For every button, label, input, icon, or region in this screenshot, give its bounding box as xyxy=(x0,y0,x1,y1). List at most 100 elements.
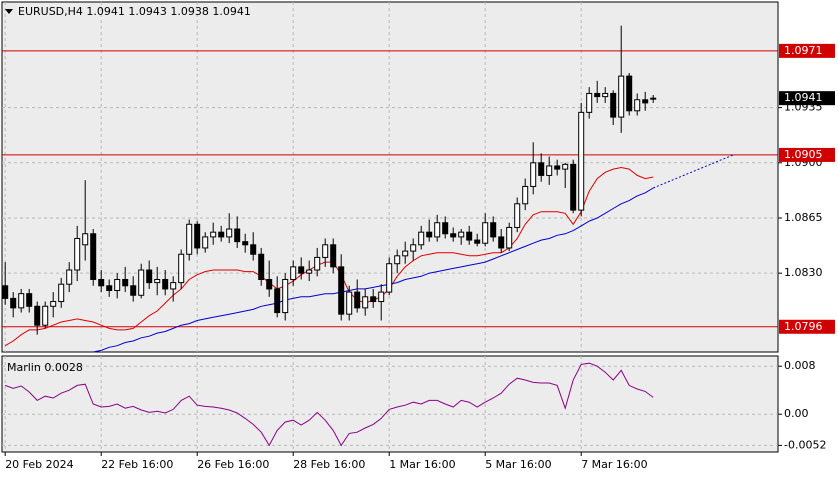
candle-body xyxy=(594,92,601,98)
candle-body xyxy=(386,263,393,293)
candle-body xyxy=(346,291,353,315)
candle-body xyxy=(642,99,649,104)
candle-body xyxy=(362,296,369,309)
candle-body xyxy=(354,291,361,309)
level-label: 1.0905 xyxy=(784,148,823,161)
candle-body xyxy=(210,231,217,238)
moving-average xyxy=(4,166,654,347)
indicator-line xyxy=(5,362,654,447)
candle-body xyxy=(98,278,105,287)
candle-body xyxy=(226,228,233,238)
candle-body xyxy=(162,278,169,290)
x-tick-label: 20 Feb 2024 xyxy=(5,458,73,471)
candle-body xyxy=(394,255,401,265)
candle-body xyxy=(602,92,609,98)
candle-body xyxy=(370,296,377,303)
candle-body xyxy=(410,244,417,252)
candle-body xyxy=(482,222,489,244)
candle-body xyxy=(378,291,385,303)
candle-body xyxy=(650,97,657,100)
candle-body xyxy=(618,75,625,118)
candle-body xyxy=(554,165,561,170)
candle-body xyxy=(122,278,129,287)
candle-body xyxy=(218,231,225,238)
candle-body xyxy=(250,244,257,255)
y-tick-label: -0.0052 xyxy=(784,438,826,451)
candle-body xyxy=(538,162,545,176)
candle-body xyxy=(242,241,249,246)
candle-body xyxy=(322,244,329,258)
candle-body xyxy=(154,278,161,284)
indicator-title: Marlin 0.0028 xyxy=(7,361,83,374)
candle-body xyxy=(290,266,297,280)
moving-average xyxy=(93,187,654,353)
main-panel xyxy=(1,1,779,353)
candle-body xyxy=(610,92,617,118)
candle-body xyxy=(42,305,49,326)
candle-body xyxy=(258,253,265,280)
candle-body xyxy=(114,278,121,292)
candle-body xyxy=(194,223,201,249)
candle-body xyxy=(2,285,9,299)
candle-body xyxy=(490,222,497,238)
candle-body xyxy=(466,231,473,241)
candle-body xyxy=(74,237,81,271)
y-tick-label: 0.008 xyxy=(784,359,816,372)
candle-body xyxy=(578,111,585,211)
candle-body xyxy=(282,278,289,314)
candle-body xyxy=(138,269,145,296)
candle-body xyxy=(442,222,449,235)
candle-body xyxy=(546,165,553,176)
x-tick-label: 22 Feb 16:00 xyxy=(101,458,173,471)
candle-body xyxy=(570,163,577,211)
candle-body xyxy=(626,75,633,112)
candle-body xyxy=(306,269,313,274)
candle-body xyxy=(10,297,17,309)
y-tick-label: 1.0830 xyxy=(784,266,823,279)
candle-body xyxy=(562,163,569,170)
chart-title: EURUSD,H4 1.0941 1.0943 1.0938 1.0941 xyxy=(18,5,251,18)
candle-body xyxy=(234,228,241,243)
candle-body xyxy=(330,244,337,268)
candle-body xyxy=(498,236,505,249)
candle-body xyxy=(418,231,425,246)
candle-body xyxy=(266,278,273,290)
candle-body xyxy=(514,203,521,228)
candle-body xyxy=(106,285,113,292)
candle-body xyxy=(298,266,305,274)
last-price-box xyxy=(779,91,835,106)
candle-body xyxy=(18,293,25,309)
level-label: 1.0796 xyxy=(784,320,823,333)
candle-body xyxy=(130,285,137,296)
candle-body xyxy=(458,231,465,238)
candle-body xyxy=(434,222,441,238)
indicator-panel xyxy=(1,355,779,453)
x-tick-label: 1 Mar 16:00 xyxy=(389,458,455,471)
candle-body xyxy=(586,92,593,113)
menu-arrow xyxy=(5,9,13,14)
candle-body xyxy=(530,162,537,187)
last-price-label: 1.0941 xyxy=(784,91,823,104)
x-tick-label: 5 Mar 16:00 xyxy=(485,458,551,471)
candle-body xyxy=(402,250,409,257)
candle-body xyxy=(274,288,281,314)
candle-body xyxy=(58,283,65,303)
projection-line xyxy=(653,154,734,189)
candle-body xyxy=(202,236,209,249)
candle-body xyxy=(146,269,153,284)
candle-body xyxy=(450,233,457,238)
candle-body xyxy=(26,293,33,307)
candle-body xyxy=(426,231,433,238)
plot-layer xyxy=(2,2,778,452)
candle-body xyxy=(522,185,529,205)
candle-body xyxy=(506,226,513,249)
candle-body xyxy=(66,269,73,285)
candle-body xyxy=(474,239,481,244)
level-label-box xyxy=(779,147,835,162)
candle-body xyxy=(170,282,177,290)
candle-body xyxy=(634,99,641,112)
candle-body xyxy=(82,233,89,246)
level-label-box xyxy=(779,43,835,58)
